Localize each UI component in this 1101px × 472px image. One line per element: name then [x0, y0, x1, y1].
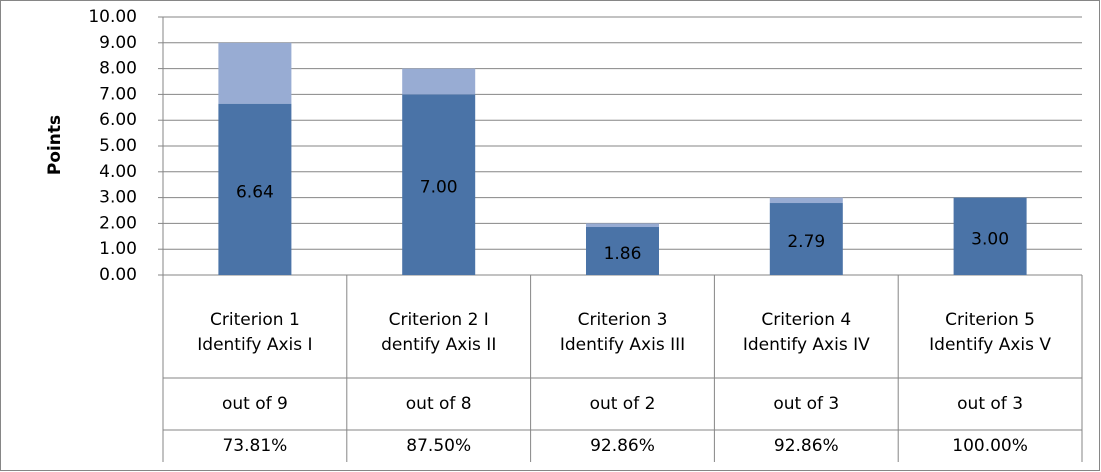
- y-tick-label: 6.00: [99, 110, 137, 130]
- table-cell: 92.86%: [590, 436, 655, 456]
- y-axis-label: Points: [45, 115, 65, 175]
- y-tick-label: 9.00: [99, 33, 137, 53]
- table-cell: 92.86%: [774, 436, 839, 456]
- table-cell: 87.50%: [406, 436, 471, 456]
- data-label: 7.00: [420, 178, 458, 198]
- bar-segment: [586, 227, 659, 275]
- table-cell: out of 2: [590, 394, 656, 414]
- table-cell: 73.81%: [222, 436, 287, 456]
- bar-segment: [953, 197, 1027, 275]
- bar-segment: [218, 42, 292, 104]
- table-cell: out of 8: [406, 394, 472, 414]
- data-label: 6.64: [236, 182, 274, 202]
- bar-segment: [218, 103, 292, 275]
- table-cell: out of 9: [222, 394, 288, 414]
- y-tick-label: 8.00: [99, 59, 137, 79]
- y-tick-label: 2.00: [99, 213, 137, 233]
- x-tick-label: Identify Axis I: [197, 335, 312, 355]
- x-tick-label: Criterion 2 I: [389, 310, 489, 330]
- y-tick-label: 4.00: [99, 162, 137, 182]
- bar-segment: [402, 94, 476, 276]
- table-cell: out of 3: [957, 394, 1023, 414]
- x-tick-label: Criterion 4: [761, 310, 851, 330]
- y-tick-label: 3.00: [99, 188, 137, 208]
- table-cell: 100.00%: [952, 436, 1028, 456]
- x-tick-label: Criterion 5: [945, 310, 1035, 330]
- y-tick-label: 10.00: [88, 7, 137, 27]
- x-tick-label: Criterion 3: [578, 310, 668, 330]
- data-label: 2.79: [787, 232, 825, 252]
- y-tick-label: 1.00: [99, 239, 137, 259]
- y-tick-label: 0.00: [99, 265, 137, 285]
- x-tick-label: Identify Axis IV: [743, 335, 870, 355]
- data-label: 1.86: [604, 244, 642, 264]
- bar-segment: [769, 197, 843, 204]
- x-tick-label: Criterion 1: [210, 310, 300, 330]
- bar-segment: [586, 223, 659, 228]
- data-label: 3.00: [971, 229, 1009, 249]
- y-tick-label: 5.00: [99, 136, 137, 156]
- bar-segment: [769, 203, 843, 275]
- x-tick-label: Identify Axis III: [560, 335, 685, 355]
- y-tick-label: 7.00: [99, 84, 137, 104]
- x-tick-label: dentify Axis II: [381, 335, 496, 355]
- x-tick-label: Identify Axis V: [929, 335, 1051, 355]
- table-cell: out of 3: [773, 394, 839, 414]
- bar-segment: [402, 68, 476, 95]
